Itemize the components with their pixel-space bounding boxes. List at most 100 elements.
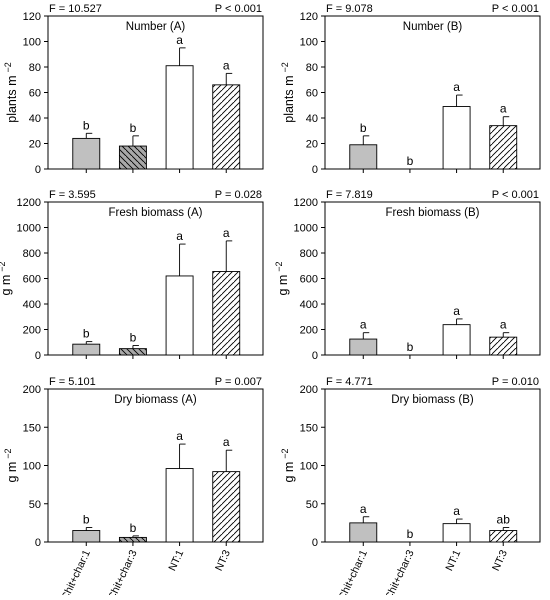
y-axis-label-exponent: −2	[0, 261, 7, 271]
panel-title: Dry biomass (B)	[391, 394, 474, 406]
f-statistic: F = 9.078	[326, 3, 373, 15]
bar-chit-char-3	[118, 536, 147, 543]
significance-letter: ab	[497, 512, 511, 526]
y-tick-label: 100	[300, 37, 318, 49]
significance-letter: b	[360, 121, 367, 135]
panel-title: Fresh biomass (A)	[109, 207, 203, 219]
significance-letter: a	[223, 435, 230, 449]
x-category-label: Chit+char:3	[106, 548, 140, 595]
bar-nt-3	[212, 84, 241, 170]
significance-letter: a	[223, 58, 230, 72]
significance-letter: b	[407, 527, 414, 541]
bar-nt-1	[165, 275, 194, 356]
x-category-label: Chit+char:1	[336, 548, 370, 595]
y-tick-label: 80	[29, 62, 41, 74]
y-tick-label: 800	[300, 248, 318, 260]
bar-nt-3	[489, 125, 518, 170]
y-tick-label: 20	[29, 139, 41, 151]
panel-2: F = 3.595 P = 0.028 Fresh biomass (A) 0 200 4…	[0, 189, 264, 362]
y-tick-label: 120	[23, 11, 41, 23]
y-tick-label: 100	[23, 37, 41, 49]
significance-letter: a	[176, 33, 183, 47]
y-axis-label: g m −2	[280, 448, 296, 482]
y-tick-label: 0	[35, 164, 41, 176]
bar-nt-3	[489, 336, 518, 356]
bar-chit-char-1	[72, 530, 101, 543]
y-tick-label: 100	[23, 461, 41, 473]
significance-letter: a	[500, 318, 507, 332]
y-tick-label: 40	[29, 113, 41, 125]
y-axis-label-text: g m	[0, 275, 13, 296]
y-tick-label: 0	[312, 164, 318, 176]
y-tick-label: 80	[306, 62, 318, 74]
y-tick-label: 150	[23, 422, 41, 434]
y-axis-label-exponent: −2	[3, 62, 13, 72]
y-axis-label-exponent: −2	[274, 261, 284, 271]
panel-5: F = 4.771 P = 0.010 Dry biomass (B) 0 50 100 1…	[280, 376, 541, 600]
y-axis-label-text: plants m	[5, 76, 19, 123]
y-axis-label-exponent: −2	[280, 448, 290, 458]
bar-nt-1	[442, 106, 471, 170]
significance-letter: a	[223, 226, 230, 240]
y-tick-label: 200	[23, 325, 41, 337]
y-tick-label: 0	[312, 350, 318, 362]
y-axis-label-text: g m	[5, 462, 19, 483]
y-tick-label: 1000	[294, 223, 318, 235]
plot-frame	[324, 201, 541, 356]
significance-letter: a	[176, 229, 183, 243]
y-axis-label-text: plants m	[282, 76, 296, 123]
y-tick-label: 600	[23, 274, 41, 286]
y-tick-label: 20	[306, 139, 318, 151]
p-value: P = 0.007	[215, 376, 262, 388]
x-category-label: NT:1	[443, 548, 463, 573]
y-axis-label: g m −2	[0, 261, 13, 295]
bar-nt-3	[489, 530, 518, 543]
y-tick-label: 0	[35, 350, 41, 362]
panel-4: F = 5.101 P = 0.007 Dry biomass (A) 0 50 100 1…	[3, 376, 264, 600]
bar-nt-1	[442, 523, 471, 543]
y-axis-label-exponent: −2	[3, 448, 13, 458]
significance-letter: b	[83, 512, 90, 526]
y-tick-label: 1200	[294, 197, 318, 209]
y-tick-label: 0	[312, 537, 318, 549]
p-value: P < 0.001	[492, 3, 539, 15]
y-tick-label: 120	[300, 11, 318, 23]
y-tick-label: 40	[306, 113, 318, 125]
significance-letter: b	[83, 118, 90, 132]
significance-letter: b	[407, 154, 414, 168]
y-axis-label: g m −2	[3, 448, 19, 482]
y-tick-label: 60	[29, 88, 41, 100]
significance-letter: a	[360, 502, 367, 516]
f-statistic: F = 4.771	[326, 376, 373, 388]
bar-chit-char-1	[72, 137, 101, 170]
significance-letter: b	[83, 327, 90, 341]
panel-title: Dry biomass (A)	[114, 394, 197, 406]
significance-letter: a	[176, 429, 183, 443]
significance-letter: a	[453, 504, 460, 518]
panel-0: F = 10.527 P < 0.001 Number (A) 0 20 40 60 80 10…	[3, 3, 264, 176]
y-tick-label: 800	[23, 248, 41, 260]
y-tick-label: 400	[23, 299, 41, 311]
panel-title: Number (A)	[126, 21, 186, 33]
bar-chit-char-1	[349, 144, 378, 170]
y-tick-label: 400	[300, 299, 318, 311]
y-tick-label: 100	[300, 461, 318, 473]
p-value: P = 0.028	[215, 189, 262, 201]
bar-chit-char-3	[118, 145, 147, 170]
bar-nt-3	[212, 271, 241, 356]
y-tick-label: 50	[306, 499, 318, 511]
x-category-label: NT:3	[490, 548, 510, 573]
x-category-label: Chit+char:1	[59, 548, 93, 595]
y-tick-label: 200	[300, 384, 318, 396]
significance-letter: a	[500, 102, 507, 116]
y-tick-label: 1200	[17, 197, 41, 209]
bar-chit-char-3	[118, 348, 147, 356]
bar-nt-1	[442, 324, 471, 356]
significance-letter: b	[130, 121, 137, 135]
x-category-label: Chit+char:3	[383, 548, 417, 595]
y-tick-label: 1000	[17, 223, 41, 235]
y-axis-label-text: g m	[282, 462, 296, 483]
p-value: P = 0.010	[492, 376, 539, 388]
